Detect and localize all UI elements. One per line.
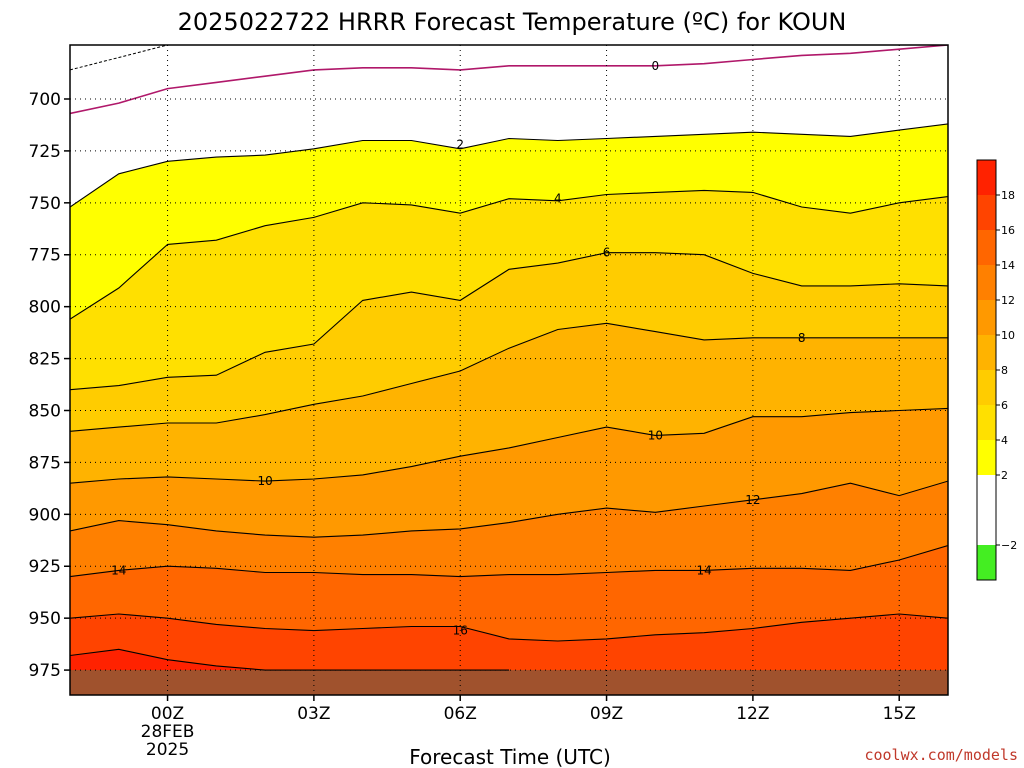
contour-line — [70, 407, 948, 484]
contour-line — [70, 252, 948, 391]
contour-line — [70, 544, 948, 578]
y-tick-label: 725 — [29, 142, 61, 162]
contour-line — [70, 189, 948, 320]
x-axis-ticks: 00Z 28FEB 2025 03Z 06Z 09Z 12Z 15Z — [141, 695, 916, 760]
colorbar-swatch — [977, 475, 996, 510]
colorbar-tick-label: 6 — [1001, 399, 1008, 412]
y-tick-label: 975 — [29, 661, 61, 681]
contour-label: 10 — [648, 428, 663, 442]
contour-label: 8 — [798, 331, 806, 345]
colorbar-swatch — [977, 510, 996, 545]
band-fill — [70, 649, 509, 671]
colorbar-tick-label: 2 — [1001, 469, 1008, 482]
colorbar-legend: −2 2 4 6 8 10 12 14 16 18 — [976, 159, 1017, 581]
contour-label: 12 — [745, 493, 760, 507]
y-tick-label: 800 — [29, 298, 61, 318]
ground-fill — [70, 670, 948, 695]
colorbar-swatch — [977, 545, 996, 580]
contour-label: 14 — [111, 563, 126, 577]
contour-line — [70, 480, 948, 538]
y-tick-label: 750 — [29, 194, 61, 214]
contour-label: 6 — [603, 246, 611, 260]
colorbar-swatch — [977, 160, 996, 195]
contour-line — [70, 123, 948, 208]
plot-frame — [69, 44, 949, 696]
colorbar-swatch — [977, 370, 996, 405]
y-tick-label: 900 — [29, 505, 61, 525]
y-tick-label: 875 — [29, 453, 61, 473]
x-tick-label: 00Z 28FEB 2025 — [141, 704, 195, 760]
x-axis-label: Forecast Time (UTC) — [409, 745, 611, 768]
contour-label: 14 — [696, 563, 711, 577]
contour-line — [70, 45, 948, 115]
contour-line — [70, 45, 168, 71]
colorbar-tick-label: 8 — [1001, 364, 1008, 377]
y-axis-ticks: 700 725 750 775 800 825 850 875 900 925 950 975 — [29, 90, 70, 681]
contour-label: 0 — [652, 59, 660, 73]
colorbar-swatch — [977, 230, 996, 265]
x-tick-label: 03Z — [297, 704, 330, 724]
colorbar-tick-label: 16 — [1001, 224, 1015, 237]
colorbar-tick-label: 10 — [1001, 329, 1015, 342]
contour-line — [70, 322, 948, 432]
x-tick-label: 15Z — [883, 704, 916, 724]
filled-contours — [70, 45, 948, 695]
x-tick-label: 09Z — [590, 704, 623, 724]
contour-label: 2 — [456, 138, 464, 152]
colorbar-tick-label: 14 — [1001, 259, 1015, 272]
y-tick-label: 925 — [29, 557, 61, 577]
y-tick-label: 850 — [29, 401, 61, 421]
colorbar-tick-label: 18 — [1001, 189, 1015, 202]
colorbar-tick-label: −2 — [1001, 539, 1017, 552]
colorbar-swatch — [977, 265, 996, 300]
colorbar-tick-label: 12 — [1001, 294, 1015, 307]
contour-line — [70, 613, 948, 642]
contour-label: 4 — [554, 192, 562, 206]
credit-text: coolwx.com/models — [864, 746, 1018, 764]
x-tick-label: 12Z — [736, 704, 769, 724]
chart-title: 2025022722 HRRR Forecast Temperature (ºC… — [178, 8, 847, 36]
x-tick-label: 06Z — [444, 704, 477, 724]
colorbar-swatch — [977, 300, 996, 335]
y-tick-label: 775 — [29, 246, 61, 266]
contour-label: 10 — [257, 474, 272, 488]
y-tick-label: 950 — [29, 609, 61, 629]
plot-area: 0 2 4 6 8 10 10 12 14 14 16 — [69, 44, 949, 696]
colorbar-swatch — [977, 440, 996, 475]
y-tick-label: 825 — [29, 350, 61, 370]
colorbar-swatch — [977, 195, 996, 230]
grid-lines — [70, 45, 948, 695]
colorbar-tick-label: 4 — [1001, 434, 1008, 447]
contour-label: 16 — [453, 624, 468, 638]
colorbar-swatch — [977, 335, 996, 370]
y-tick-label: 700 — [29, 90, 61, 110]
colorbar-swatch — [977, 405, 996, 440]
